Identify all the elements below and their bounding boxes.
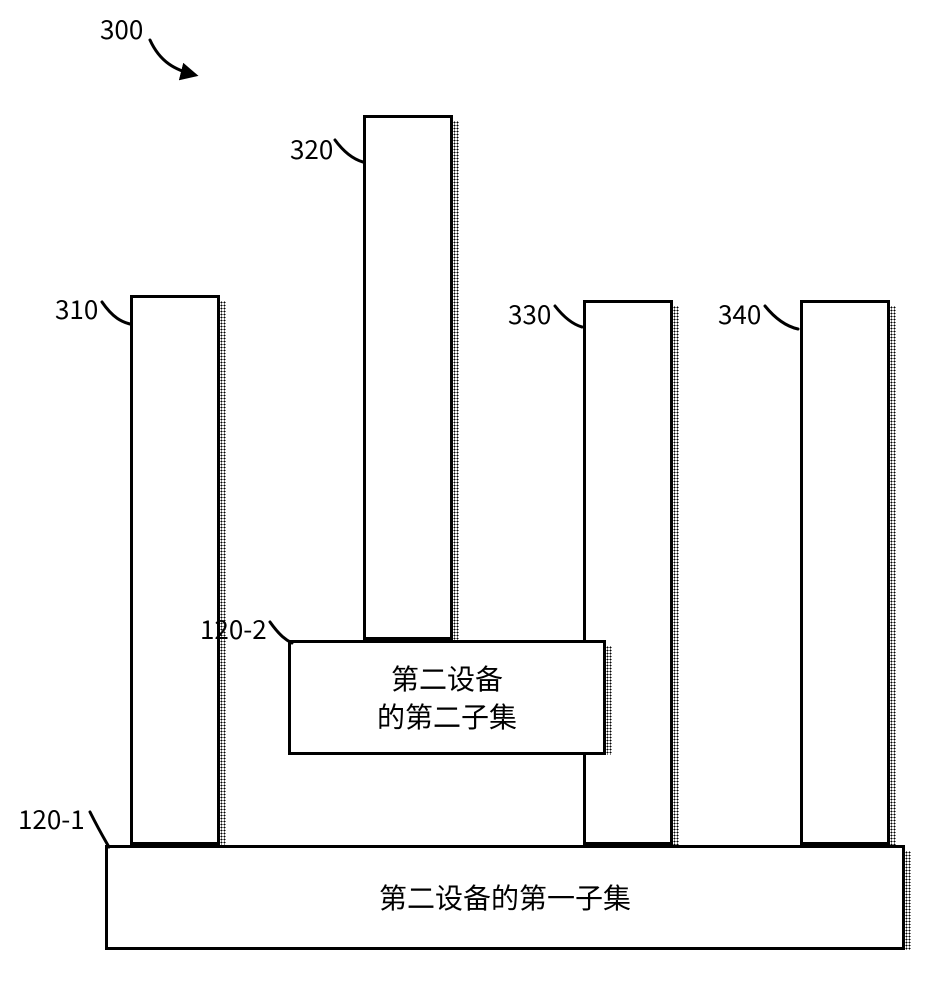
box-second-subset: 第二设备的第二子集 (288, 640, 606, 755)
bar-320 (363, 115, 453, 640)
bar-310 (130, 295, 220, 845)
ref-label-310: 310 (55, 290, 98, 327)
bar-330 (583, 300, 673, 845)
leader-120_1 (90, 812, 109, 847)
ref-label-340: 340 (718, 295, 761, 332)
ref-label-120-1: 120-1 (18, 800, 85, 837)
leader-300 (150, 40, 195, 75)
box-first-subset: 第二设备的第一子集 (105, 845, 905, 950)
ref-label-120-2: 120-2 (200, 610, 267, 647)
bar-340 (800, 300, 890, 845)
diagram-canvas: 第二设备的第二子集 第二设备的第一子集 300 310 320 330 340 … (0, 0, 933, 1000)
leader-310 (102, 302, 130, 324)
ref-label-320: 320 (290, 130, 333, 167)
ref-label-330: 330 (508, 295, 551, 332)
box-second-subset-text: 第二设备的第二子集 (377, 660, 517, 736)
leader-330 (555, 306, 582, 327)
ref-label-300: 300 (100, 10, 143, 47)
leader-340 (765, 306, 798, 329)
box-first-subset-text: 第二设备的第一子集 (379, 879, 631, 917)
leader-320 (335, 140, 363, 162)
